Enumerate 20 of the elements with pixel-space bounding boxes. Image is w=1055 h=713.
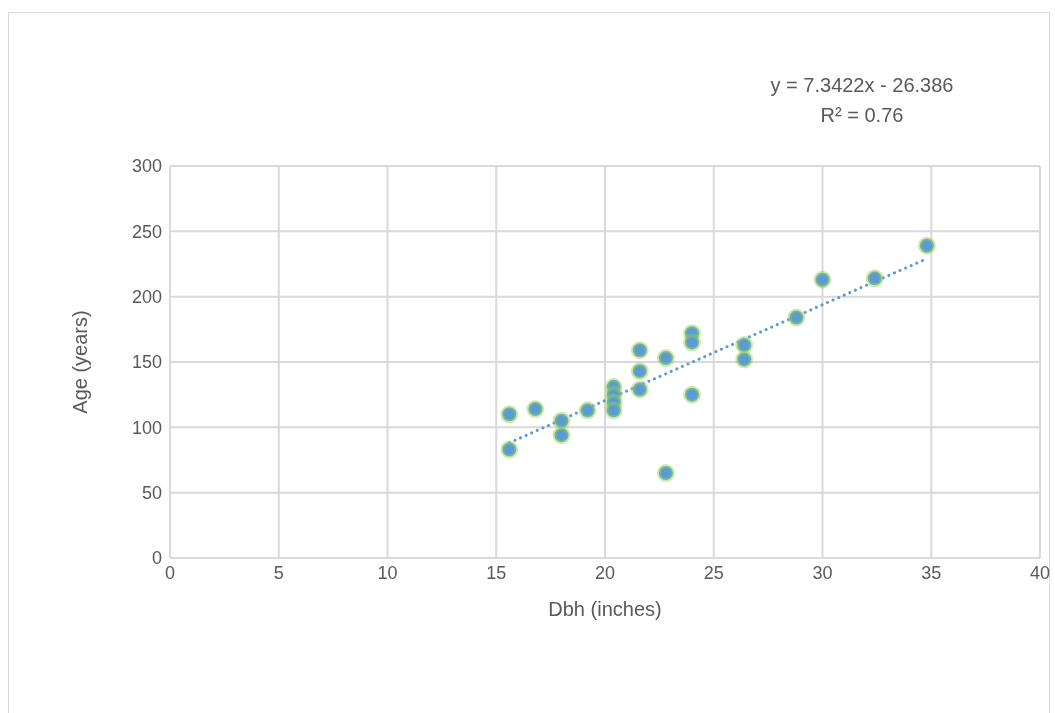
x-tick-label: 40 xyxy=(1029,562,1051,583)
y-tick-label: 100 xyxy=(131,417,162,438)
x-tick-label: 20 xyxy=(594,562,616,583)
y-tick-label: 300 xyxy=(131,156,162,177)
text: R² = 0.76 xyxy=(819,103,905,128)
x-axis-title: Dbh (inches) xyxy=(548,598,662,620)
x-tick-label: 15 xyxy=(486,562,507,583)
y-tick-label: 50 xyxy=(141,483,162,504)
y-tick-label: 150 xyxy=(131,352,162,373)
y-tick-label: 200 xyxy=(131,287,162,308)
y-axis-title: Age (years) xyxy=(69,310,92,414)
x-tick-label: 0 xyxy=(164,562,176,583)
x-tick-label: 10 xyxy=(377,562,398,583)
x-tick-label: 5 xyxy=(273,562,284,583)
y-tick-label: 250 xyxy=(131,221,162,242)
text: y = 7.3422x - 26.386 xyxy=(769,73,955,98)
y-tick-label: 0 xyxy=(151,548,162,569)
x-tick-label: 30 xyxy=(812,562,833,583)
x-tick-label: 35 xyxy=(921,562,942,583)
x-tick-label: 25 xyxy=(703,562,724,583)
